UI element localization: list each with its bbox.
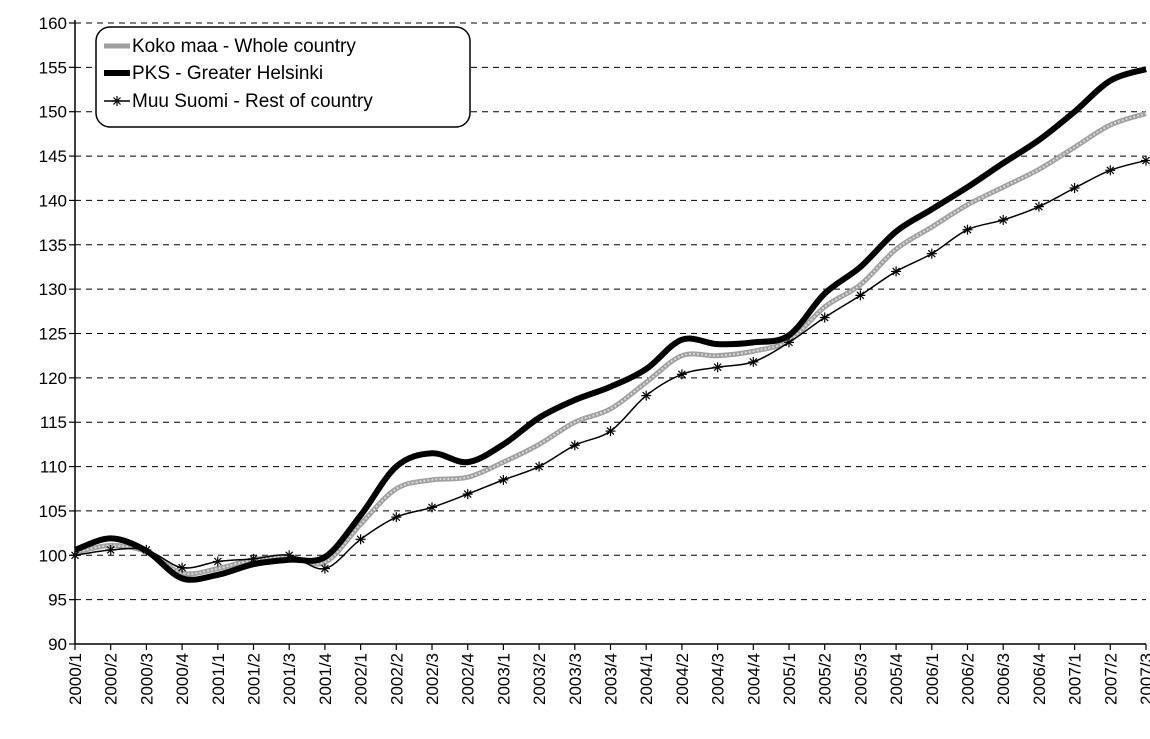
x-tick-label: 2002/1 — [352, 653, 371, 705]
x-tick-label: 2005/2 — [816, 653, 835, 705]
data-point-marker — [319, 563, 330, 574]
y-tick-label: 155 — [39, 58, 67, 77]
x-tick-label: 2000/4 — [173, 653, 192, 705]
x-tick-label: 2001/4 — [316, 653, 335, 705]
data-point-marker — [177, 562, 188, 573]
y-tick-label: 125 — [39, 325, 67, 344]
data-point-marker — [355, 534, 366, 545]
x-tick-label: 2001/1 — [209, 653, 228, 705]
x-tick-label: 2006/4 — [1030, 653, 1049, 705]
data-point-marker — [748, 356, 759, 367]
x-tick-label: 2003/2 — [530, 653, 549, 705]
data-point-marker — [926, 248, 937, 259]
data-point-marker — [1033, 201, 1044, 212]
series-line-greater-helsinki — [73, 66, 1147, 583]
x-tick-label: 2002/4 — [459, 653, 478, 705]
x-tick-label: 2005/1 — [780, 653, 799, 705]
x-tick-label: 2001/3 — [280, 653, 299, 705]
series-line-rest-of-country — [74, 159, 1147, 570]
data-point-marker — [1069, 183, 1080, 194]
x-tick-label: 2001/2 — [245, 653, 264, 705]
y-tick-label: 135 — [39, 236, 67, 255]
data-point-marker — [712, 362, 723, 373]
y-tick-label: 100 — [39, 546, 67, 565]
legend-marker — [112, 96, 122, 106]
data-point-marker — [641, 390, 652, 401]
x-tick-label: 2006/1 — [923, 653, 942, 705]
x-tick-label: 2004/2 — [673, 653, 692, 705]
y-tick-label: 110 — [40, 458, 67, 477]
y-tick-label: 150 — [39, 103, 67, 122]
data-point-marker — [605, 426, 616, 437]
y-axis-ticks: 90 95 100 105 110 115 120 125 130 135 140 145 150 155… — [39, 14, 75, 654]
y-tick-label: 160 — [39, 14, 67, 33]
data-point-marker — [391, 512, 402, 523]
data-point-marker — [70, 550, 80, 561]
data-point-marker — [105, 544, 116, 555]
legend-label: Muu Suomi - Rest of country — [132, 91, 373, 112]
data-point-marker — [212, 556, 223, 567]
x-tick-label: 2004/1 — [637, 653, 656, 705]
x-tick-label: 2003/3 — [566, 653, 585, 705]
x-tick-label: 2007/1 — [1066, 653, 1085, 705]
y-tick-label: 120 — [39, 369, 67, 388]
series-0 — [74, 111, 1147, 577]
y-tick-label: 145 — [39, 147, 67, 166]
series-1 — [73, 66, 1147, 583]
y-tick-label: 140 — [39, 191, 67, 210]
y-tick-label: 90 — [48, 635, 67, 654]
series-2 — [70, 155, 1150, 574]
data-point-marker — [855, 290, 866, 301]
x-tick-label: 2000/3 — [137, 653, 156, 705]
x-tick-label: 2002/3 — [423, 653, 442, 705]
data-point-marker — [427, 502, 437, 513]
y-tick-label: 95 — [48, 591, 67, 610]
x-tick-label: 2005/3 — [851, 653, 870, 705]
x-tick-label: 2004/3 — [709, 653, 728, 705]
data-point-marker — [998, 214, 1009, 225]
legend-entry: Koko maa - Whole country — [104, 36, 356, 57]
x-tick-label: 2000/2 — [102, 653, 121, 705]
data-point-marker — [962, 224, 973, 235]
data-point-marker — [498, 474, 509, 485]
x-tick-label: 2005/4 — [887, 653, 906, 705]
x-tick-label: 2003/4 — [602, 653, 621, 705]
x-tick-label: 2000/1 — [66, 653, 85, 705]
series-line-whole-country — [74, 111, 1147, 577]
y-tick-label: 115 — [40, 413, 67, 432]
data-point-marker — [819, 312, 830, 323]
data-point-marker — [462, 489, 473, 500]
legend-label: PKS - Greater Helsinki — [132, 63, 323, 84]
data-point-marker — [676, 369, 687, 380]
data-point-marker — [891, 266, 902, 277]
x-tick-label: 2006/3 — [994, 653, 1013, 705]
x-tick-label: 2002/2 — [387, 653, 406, 705]
y-tick-label: 105 — [39, 502, 67, 521]
x-axis-ticks: 2000/1 2000/2 2000/3 2000/4 2001/1 2001/2 2001… — [66, 644, 1150, 705]
x-tick-label: 2007/3 — [1137, 653, 1150, 705]
y-tick-label: 130 — [39, 280, 67, 299]
x-tick-label: 2003/1 — [494, 653, 513, 705]
gridlines — [75, 22, 1146, 601]
data-point-marker — [569, 440, 580, 451]
data-point-marker — [1105, 165, 1116, 176]
series-lines — [70, 66, 1150, 583]
x-tick-label: 2006/2 — [959, 653, 978, 705]
legend-label: Koko maa - Whole country — [132, 36, 356, 57]
series-line-whole-country-texture — [74, 112, 1147, 575]
data-point-marker — [1141, 155, 1150, 166]
x-tick-label: 2007/2 — [1101, 653, 1120, 705]
legend-entry: PKS - Greater Helsinki — [104, 63, 323, 84]
legend-entry: Muu Suomi - Rest of country — [104, 91, 373, 112]
data-point-marker — [534, 461, 545, 472]
x-tick-label: 2004/4 — [744, 653, 763, 705]
legend-box — [95, 26, 471, 128]
legend: Koko maa - Whole country PKS - Greater He… — [95, 26, 471, 128]
